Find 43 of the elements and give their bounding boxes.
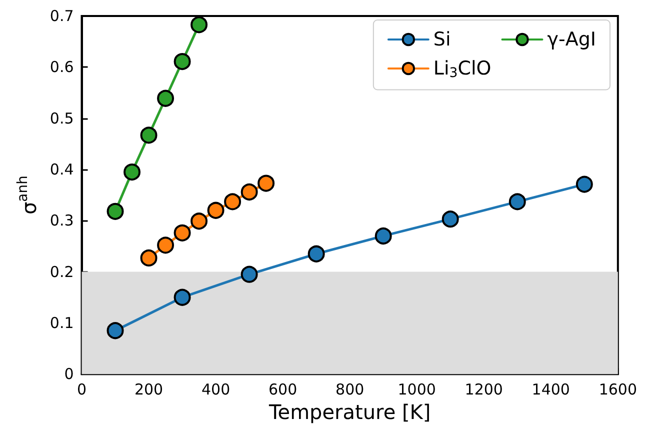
point [224,193,242,210]
point [174,224,191,242]
x-tick-label: 1200 [464,380,503,399]
x-tick-label: 0 [76,380,87,399]
point [207,202,224,219]
point [190,212,208,230]
y-tick-label: 0 [64,365,74,384]
x-tick-label: 800 [336,380,364,399]
point [240,266,258,283]
legend-label: γ-AgI [547,28,596,50]
y-axis-title: σanh [15,176,41,215]
x-tick-label: 200 [134,380,164,399]
legend-label: Si [433,28,451,50]
y-tick-label: 0.6 [50,58,74,76]
point [374,227,392,244]
y-tick-label: 0.7 [50,7,74,25]
y-tick-label: 0.3 [50,212,74,230]
point [174,53,191,70]
x-tick-label: 1000 [398,380,436,399]
x-tick-label: 1400 [532,380,570,399]
point [308,245,325,262]
y-tick-label: 0.1 [50,314,74,332]
point [508,193,526,210]
point [174,288,191,306]
x-axis-title: Temperature [K] [268,400,431,424]
y-tick-label: 0.5 [50,109,74,128]
x-tick-label: 400 [201,380,230,399]
point [124,164,141,181]
point [258,174,275,192]
point [106,202,124,220]
point [106,322,124,340]
x-tick-label: 600 [268,380,298,399]
point [442,210,459,228]
point [140,249,158,266]
point [190,16,208,34]
x-tick-label: 1600 [598,380,638,399]
point [576,176,593,193]
point [157,90,174,107]
y-tick-label: 0.2 [50,262,74,281]
point [157,236,174,254]
y-tick-label: 0.4 [50,160,74,178]
point [240,183,258,200]
point [140,126,158,144]
